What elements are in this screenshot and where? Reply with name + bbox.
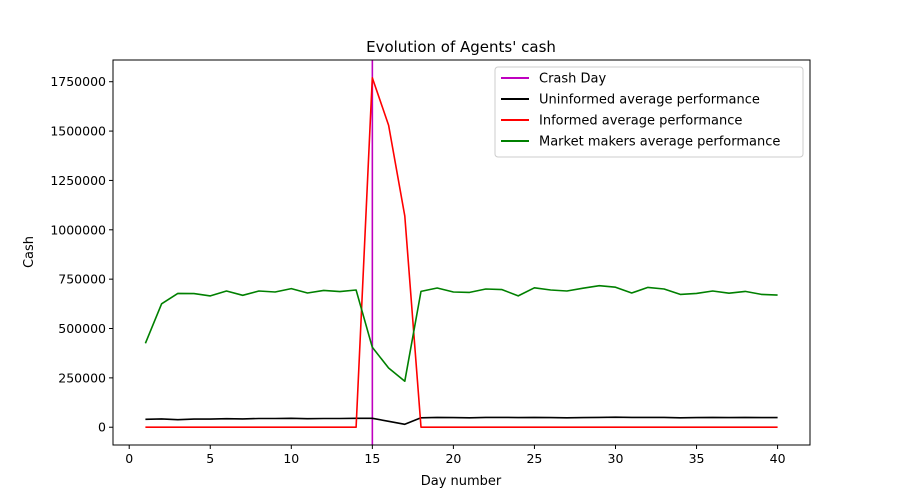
x-tick-label: 0	[125, 451, 133, 466]
y-axis-title: Cash	[22, 236, 37, 268]
x-tick-label: 30	[608, 451, 624, 466]
y-tick-label: 1500000	[50, 124, 106, 139]
series-line-1	[145, 416, 778, 426]
plot-frame	[112, 59, 811, 446]
x-tick-label: 5	[206, 451, 214, 466]
y-axis: 0 250000 500000 750000 1000000 1250000 1500000…	[50, 74, 113, 435]
x-tick-label: 25	[526, 451, 542, 466]
legend-box	[494, 66, 804, 158]
plot-area	[144, 60, 778, 445]
series-line-2	[145, 77, 778, 429]
legend-label: Informed average performance	[539, 114, 742, 129]
y-tick-label: 1000000	[50, 222, 106, 237]
legend-label: Crash Day	[539, 72, 607, 87]
x-tick-label: 40	[770, 451, 786, 466]
legend-label: Market makers average performance	[539, 135, 780, 150]
y-tick-label: 1250000	[50, 173, 106, 188]
chart-title: Evolution of Agents' cash	[366, 38, 556, 56]
legend: Crash Day Uninformed average performance I…	[494, 66, 804, 158]
x-tick-label: 35	[689, 451, 705, 466]
x-tick-label: 10	[283, 451, 299, 466]
series-line-3	[144, 284, 778, 383]
x-axis: 0 5 10 15 20 25 30 35 40	[125, 445, 786, 466]
y-tick-label: 500000	[58, 321, 106, 336]
legend-label: Uninformed average performance	[539, 93, 760, 108]
x-axis-title: Day number	[421, 474, 502, 489]
y-tick-label: 1750000	[50, 74, 106, 89]
x-tick-label: 20	[445, 451, 461, 466]
x-tick-label: 15	[364, 451, 380, 466]
y-tick-label: 750000	[58, 272, 106, 287]
y-tick-label: 0	[98, 420, 106, 435]
y-tick-label: 250000	[58, 370, 106, 385]
